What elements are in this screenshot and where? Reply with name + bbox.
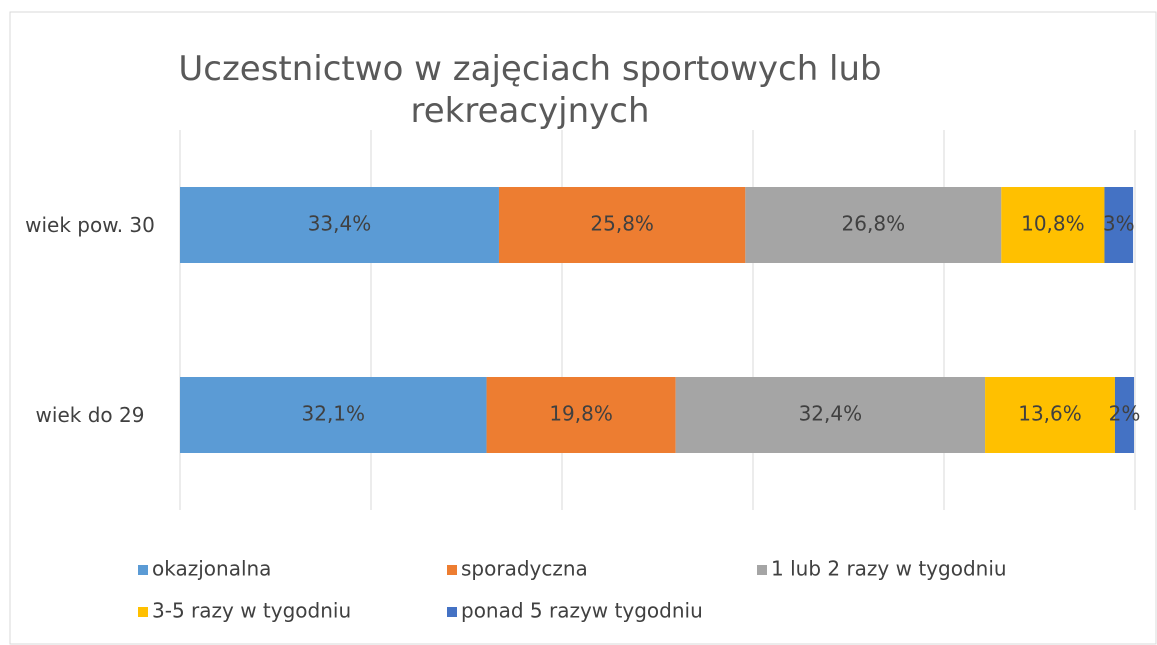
legend-label: okazjonalna	[152, 557, 271, 581]
bar-segment	[180, 377, 487, 453]
data-label: 2%	[1109, 402, 1141, 426]
bar-segment	[985, 377, 1115, 453]
bar-segment	[498, 187, 746, 263]
data-label: 33,4%	[308, 212, 372, 236]
bar-segment	[1001, 187, 1105, 263]
legend-swatch	[757, 565, 767, 575]
chart-title: Uczestnictwo w zajęciach sportowych lub …	[178, 49, 882, 131]
chart-border	[9, 11, 1157, 645]
data-label: 32,1%	[302, 402, 366, 426]
bar-segment	[1114, 377, 1135, 453]
data-label: 3%	[1103, 212, 1135, 236]
legend-swatch	[447, 565, 457, 575]
legend-swatch	[447, 607, 457, 617]
data-label: 25,8%	[590, 212, 654, 236]
legend-label: 1 lub 2 razy w tygodniu	[771, 557, 1007, 581]
data-label: 13,6%	[1018, 402, 1082, 426]
legend-label: sporadyczna	[461, 557, 588, 581]
legend-swatch	[138, 565, 148, 575]
data-label: 19,8%	[549, 402, 613, 426]
legend-label: 3-5 razy w tygodniu	[152, 599, 351, 623]
bar-segment	[486, 377, 676, 453]
legend-swatch	[138, 607, 148, 617]
bar-segment	[745, 187, 1002, 263]
bar-segment	[180, 187, 499, 263]
data-label: 10,8%	[1021, 212, 1085, 236]
bar-segment	[1104, 187, 1134, 263]
bar-segment	[675, 377, 986, 453]
data-label: 26,8%	[842, 212, 906, 236]
legend-label: ponad 5 razyw tygodniu	[461, 599, 703, 623]
data-label: 32,4%	[799, 402, 863, 426]
y-tick-label: wiek pow. 30	[25, 213, 155, 237]
y-tick-label: wiek do 29	[35, 403, 145, 427]
